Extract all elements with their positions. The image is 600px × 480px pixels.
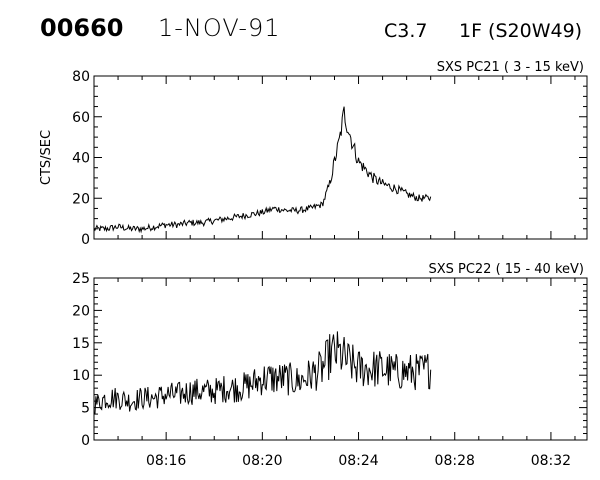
series-top-line	[93, 106, 432, 234]
y-tick-label: 20	[72, 303, 90, 319]
y-tick-label: 25	[72, 271, 90, 287]
y-tick-label: 0	[81, 232, 90, 248]
y-tick-label: 20	[72, 191, 90, 207]
panel-top: 0 20 40 60 80 SXS PC21 ( 3 - 15 keV) CTS/SEC	[39, 60, 588, 248]
y-tick-label: 15	[72, 336, 90, 352]
event-date: 1-NOV-91	[158, 14, 281, 42]
panel-title: SXS PC21 ( 3 - 15 keV)	[437, 60, 584, 75]
y-tick-label: 10	[72, 368, 90, 384]
series-bottom-line	[93, 331, 432, 415]
x-tick-label: 08:16	[146, 453, 186, 469]
y-tick-label: 0	[81, 433, 90, 449]
x-tick-label: 08:28	[435, 453, 475, 469]
y-tick-label: 60	[72, 110, 90, 126]
y-tick-label: 80	[72, 69, 90, 85]
panel-title: SXS PC22 ( 15 - 40 keV)	[428, 262, 584, 277]
y-axis-label: CTS/SEC	[39, 130, 54, 185]
y-tick-label: 40	[72, 151, 90, 167]
flare-location: 1F (S20W49)	[459, 20, 583, 42]
event-number: 00660	[40, 14, 124, 42]
goes-class: C3.7	[384, 20, 428, 42]
panel-bottom: 0 5 10 15 20 25 08:16 08:20 08:24 08:28 08:32 SXS P…	[72, 262, 588, 469]
x-tick-label: 08:32	[531, 453, 571, 469]
plot-frame	[93, 277, 588, 441]
x-tick-label: 08:20	[242, 453, 282, 469]
plot-frame	[93, 75, 588, 240]
x-tick-label: 08:24	[338, 453, 378, 469]
y-tick-label: 5	[81, 401, 90, 417]
